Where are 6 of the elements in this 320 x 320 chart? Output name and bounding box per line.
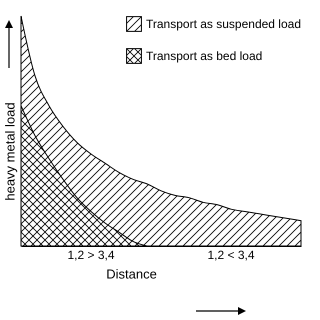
- x-axis-title: Distance: [106, 266, 157, 282]
- text: 1,2 < 3,4: [207, 248, 255, 262]
- y-axis-title: heavy metal load: [2, 102, 18, 201]
- legend-label: Transport as suspended load: [146, 17, 301, 31]
- text: 1,2 > 3,4: [67, 248, 115, 262]
- legend-label: Transport as bed load: [146, 49, 262, 63]
